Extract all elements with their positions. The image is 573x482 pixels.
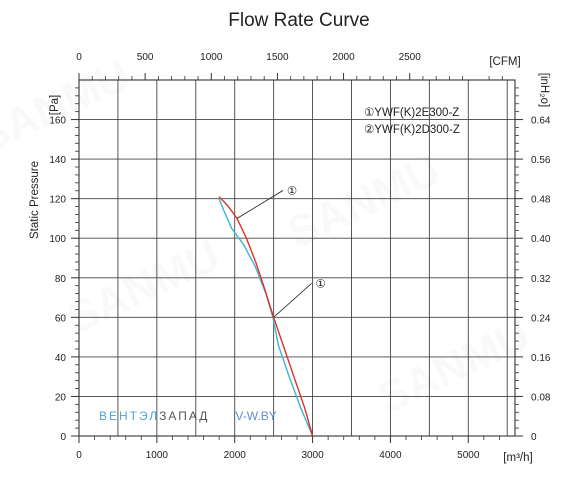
background-watermark-2: SANMU: [370, 311, 537, 424]
watermark-part-1: ВЕНТЭЛ: [99, 409, 159, 423]
y-tick-label-1: 20: [55, 392, 67, 403]
x-tick-label-2: 2000: [224, 450, 247, 461]
x-top-tick-label-4: 2000: [332, 52, 355, 63]
callout-1-marker: ①: [287, 185, 297, 197]
grid-lines: [79, 80, 515, 436]
watermark-part-2: ЗАПАД: [159, 409, 209, 423]
x-top-tick-label-3: 1500: [266, 52, 289, 63]
x-tick-label-1: 1000: [146, 450, 169, 461]
legend: ①YWF(K)2E300-Z ②YWF(K)2D300-Z: [364, 107, 460, 136]
legend-entry-2: ②YWF(K)2D300-Z: [364, 124, 460, 136]
y-tick-label-3: 60: [55, 313, 67, 324]
y-right-tick-label-6: 0.48: [531, 195, 551, 206]
y-right-tick-label-0: 0: [531, 432, 537, 443]
y-tick-label-7: 140: [49, 155, 66, 166]
y-right-tick-label-4: 0.32: [531, 274, 551, 285]
x-tick-label-5: 5000: [457, 450, 480, 461]
callout-2-leader: [273, 282, 312, 318]
y-axis-title: Static Pressure: [29, 161, 41, 239]
callout-2-marker: ①: [315, 278, 325, 290]
y-tick-label-8: 160: [49, 116, 66, 127]
x-top-tick-label-2: 1000: [200, 52, 223, 63]
x-tick-label-4: 4000: [379, 450, 402, 461]
y-right-tick-label-7: 0.56: [531, 155, 551, 166]
y-tick-label-4: 80: [55, 274, 67, 285]
series-group: [218, 196, 314, 437]
y-right-unit-label: [inH₂o]: [538, 73, 550, 108]
watermark-text: ВЕНТЭЛЗАПАД V-W.BY: [99, 409, 277, 423]
x-axis-title: [m³/h]: [503, 452, 532, 464]
y-right-tick-label-8: 0.64: [531, 116, 551, 127]
background-watermark-1: SANMU: [280, 146, 447, 259]
x-tick-label-3: 3000: [301, 450, 324, 461]
x-tick-label-0: 0: [76, 450, 82, 461]
y-unit-label: [Pa]: [49, 95, 61, 115]
y-tick-label-5: 100: [49, 234, 66, 245]
x-top-unit-label: [CFM]: [489, 56, 520, 68]
y-tick-label-0: 0: [60, 432, 66, 443]
legend-entry-1: ①YWF(K)2E300-Z: [364, 107, 459, 119]
y-tick-label-6: 120: [49, 195, 66, 206]
y-right-tick-label-1: 0.08: [531, 392, 551, 403]
callout-1-leader: [236, 190, 284, 219]
y-tick-label-2: 40: [55, 353, 67, 364]
series-line-1: [218, 196, 314, 437]
x-top-tick-label-5: 2500: [399, 52, 422, 63]
background-watermark-0: SANMU: [60, 231, 227, 344]
background-watermark-3: SANMU: [0, 51, 137, 164]
x-top-tick-label-1: 500: [137, 52, 154, 63]
callouts: ①①: [236, 185, 326, 318]
x-top-tick-label-0: 0: [76, 52, 82, 63]
chart-title: Flow Rate Curve: [228, 10, 370, 31]
y-right-tick-label-3: 0.24: [531, 313, 551, 324]
y-right-tick-label-5: 0.40: [531, 234, 551, 245]
watermark-part-3: V-W.BY: [235, 409, 276, 423]
y-right-tick-label-2: 0.16: [531, 353, 551, 364]
